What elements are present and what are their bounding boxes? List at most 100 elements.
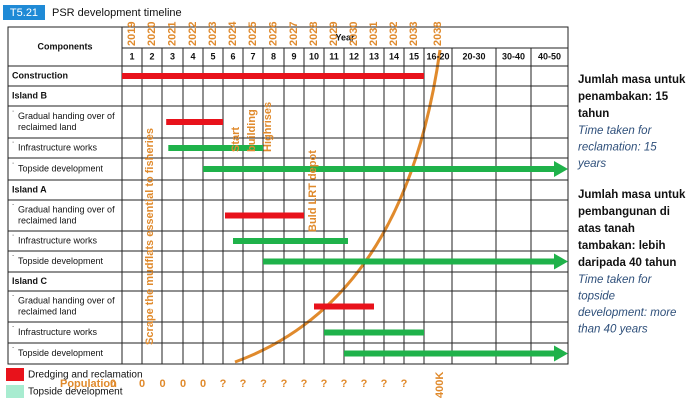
bar [122,73,424,79]
population-value: 0 [180,378,186,390]
row-label: reclaimed land [18,306,77,316]
column-label: 20-30 [462,51,485,61]
population-value: 0 [159,378,165,390]
year-label: 2030 [348,22,360,46]
row-label: Island B [12,90,48,100]
note-english: than 40 years [578,324,648,336]
bullet: ˙ [12,294,15,304]
column-label: 16-20 [426,51,449,61]
highrise-note: Highrises [262,102,274,152]
column-label: 4 [190,51,195,61]
population-value: ? [281,378,288,390]
year-label: 2024 [227,21,239,46]
bullet: ˙ [12,346,15,356]
note-english: years [577,158,606,170]
bullet: ˙ [12,140,15,150]
note-malay: pembangunan di [578,206,670,218]
year-label: 2022 [187,22,199,46]
row-label: Topside development [18,256,104,266]
column-label: 11 [329,51,339,61]
population-value: ? [381,378,388,390]
code-box [3,5,45,20]
scrape-note: Scrape the mudflats essential to fisheri… [144,128,156,345]
row-label: Infrastructure works [18,142,98,152]
note-english: development: more [578,307,676,319]
bullet: ˙ [12,161,15,171]
bar [233,238,348,244]
column-label: 5 [210,51,215,61]
row-label: Infrastructure works [18,235,98,245]
row-label: Island A [12,184,47,194]
year-label: 2029 [328,22,340,46]
population-value: ? [321,378,328,390]
year-label: 2019 [126,22,138,46]
row-label: Infrastructure works [18,327,98,337]
highrise-note: Start [230,127,242,152]
note-malay: daripada 40 tahun [578,257,676,269]
column-label: 10 [309,51,319,61]
column-label: 7 [250,51,255,61]
bullet: ˙ [12,109,15,119]
bullet: ˙ [12,325,15,335]
legend-swatch [6,368,24,381]
year-label: 2020 [146,22,158,46]
year-header: Year [335,32,355,42]
population-curve [234,49,442,364]
bar [324,329,424,336]
note-english: topside [578,291,615,303]
population-end: 400K [434,372,446,398]
bar [166,119,223,125]
row-label: Gradual handing over of [18,111,115,121]
bar-arrow [344,345,568,362]
population-value: ? [361,378,368,390]
column-label: 13 [369,51,379,61]
code: T5.21 [10,7,38,19]
bullet: ˙ [12,203,15,213]
note-malay: atas tanah [578,223,635,235]
note-english: Time taken for [578,125,653,137]
year-label: 2032 [388,22,400,46]
row-label: Gradual handing over of [18,204,115,214]
row-label: reclaimed land [18,122,77,132]
column-label: 12 [349,51,359,61]
note-english: reclamation: 15 [578,142,657,154]
highrise-note: building [246,109,258,152]
note-malay: penambakan: 15 [578,91,669,103]
note-malay: Jumlah masa untuk [578,74,686,86]
components-header: Components [38,41,93,51]
population-value: ? [260,378,267,390]
row-label: Construction [12,70,68,80]
population-value: 0 [110,378,116,390]
year-label: 2038 [432,22,444,46]
bullet: ˙ [12,254,15,264]
year-label: 2025 [247,22,259,46]
row-label: reclaimed land [18,215,77,225]
population-value: ? [401,378,408,390]
bar-arrow [203,161,568,177]
bar [168,145,263,151]
year-label: 2031 [368,22,380,46]
column-label: 6 [230,51,235,61]
population-value: ? [220,378,227,390]
year-label: 2026 [267,22,279,46]
year-label: 2021 [166,22,178,46]
column-label: 40-50 [538,51,561,61]
column-label: 2 [149,51,154,61]
note-english: Time taken for [578,274,653,286]
bar [314,303,374,310]
column-label: 9 [291,51,296,61]
note-malay: tahun [578,108,609,120]
population-value: ? [240,378,247,390]
population-value: ? [341,378,348,390]
lrt-note: Buld LRT depot [307,150,319,232]
column-label: 3 [170,51,175,61]
year-label: 2023 [207,22,219,46]
column-label: 14 [389,51,399,61]
legend-label: Dredging and reclamation [28,370,143,381]
note-malay: Jumlah masa untuk [578,189,686,201]
population-value: 0 [200,378,206,390]
year-label: 2027 [288,22,300,46]
row-label: Topside development [18,163,104,173]
bar-arrow [263,253,568,270]
